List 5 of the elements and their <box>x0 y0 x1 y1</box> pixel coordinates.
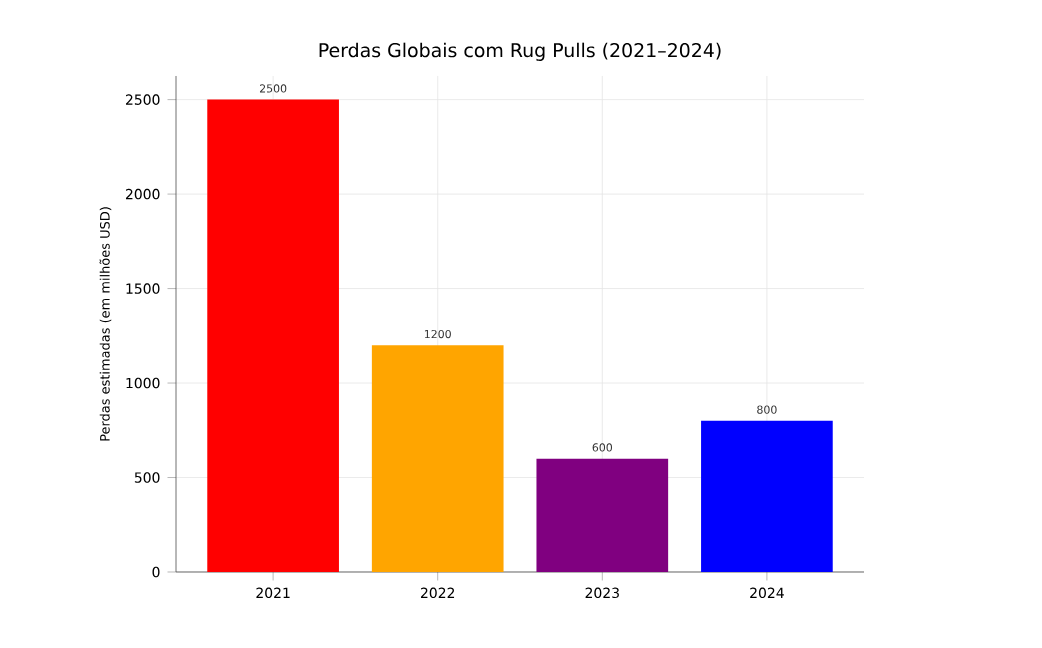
chart-title: Perdas Globais com Rug Pulls (2021–2024) <box>319 42 721 61</box>
bar <box>701 420 833 572</box>
bar <box>207 99 339 572</box>
bar <box>371 345 504 572</box>
bar <box>536 458 669 572</box>
